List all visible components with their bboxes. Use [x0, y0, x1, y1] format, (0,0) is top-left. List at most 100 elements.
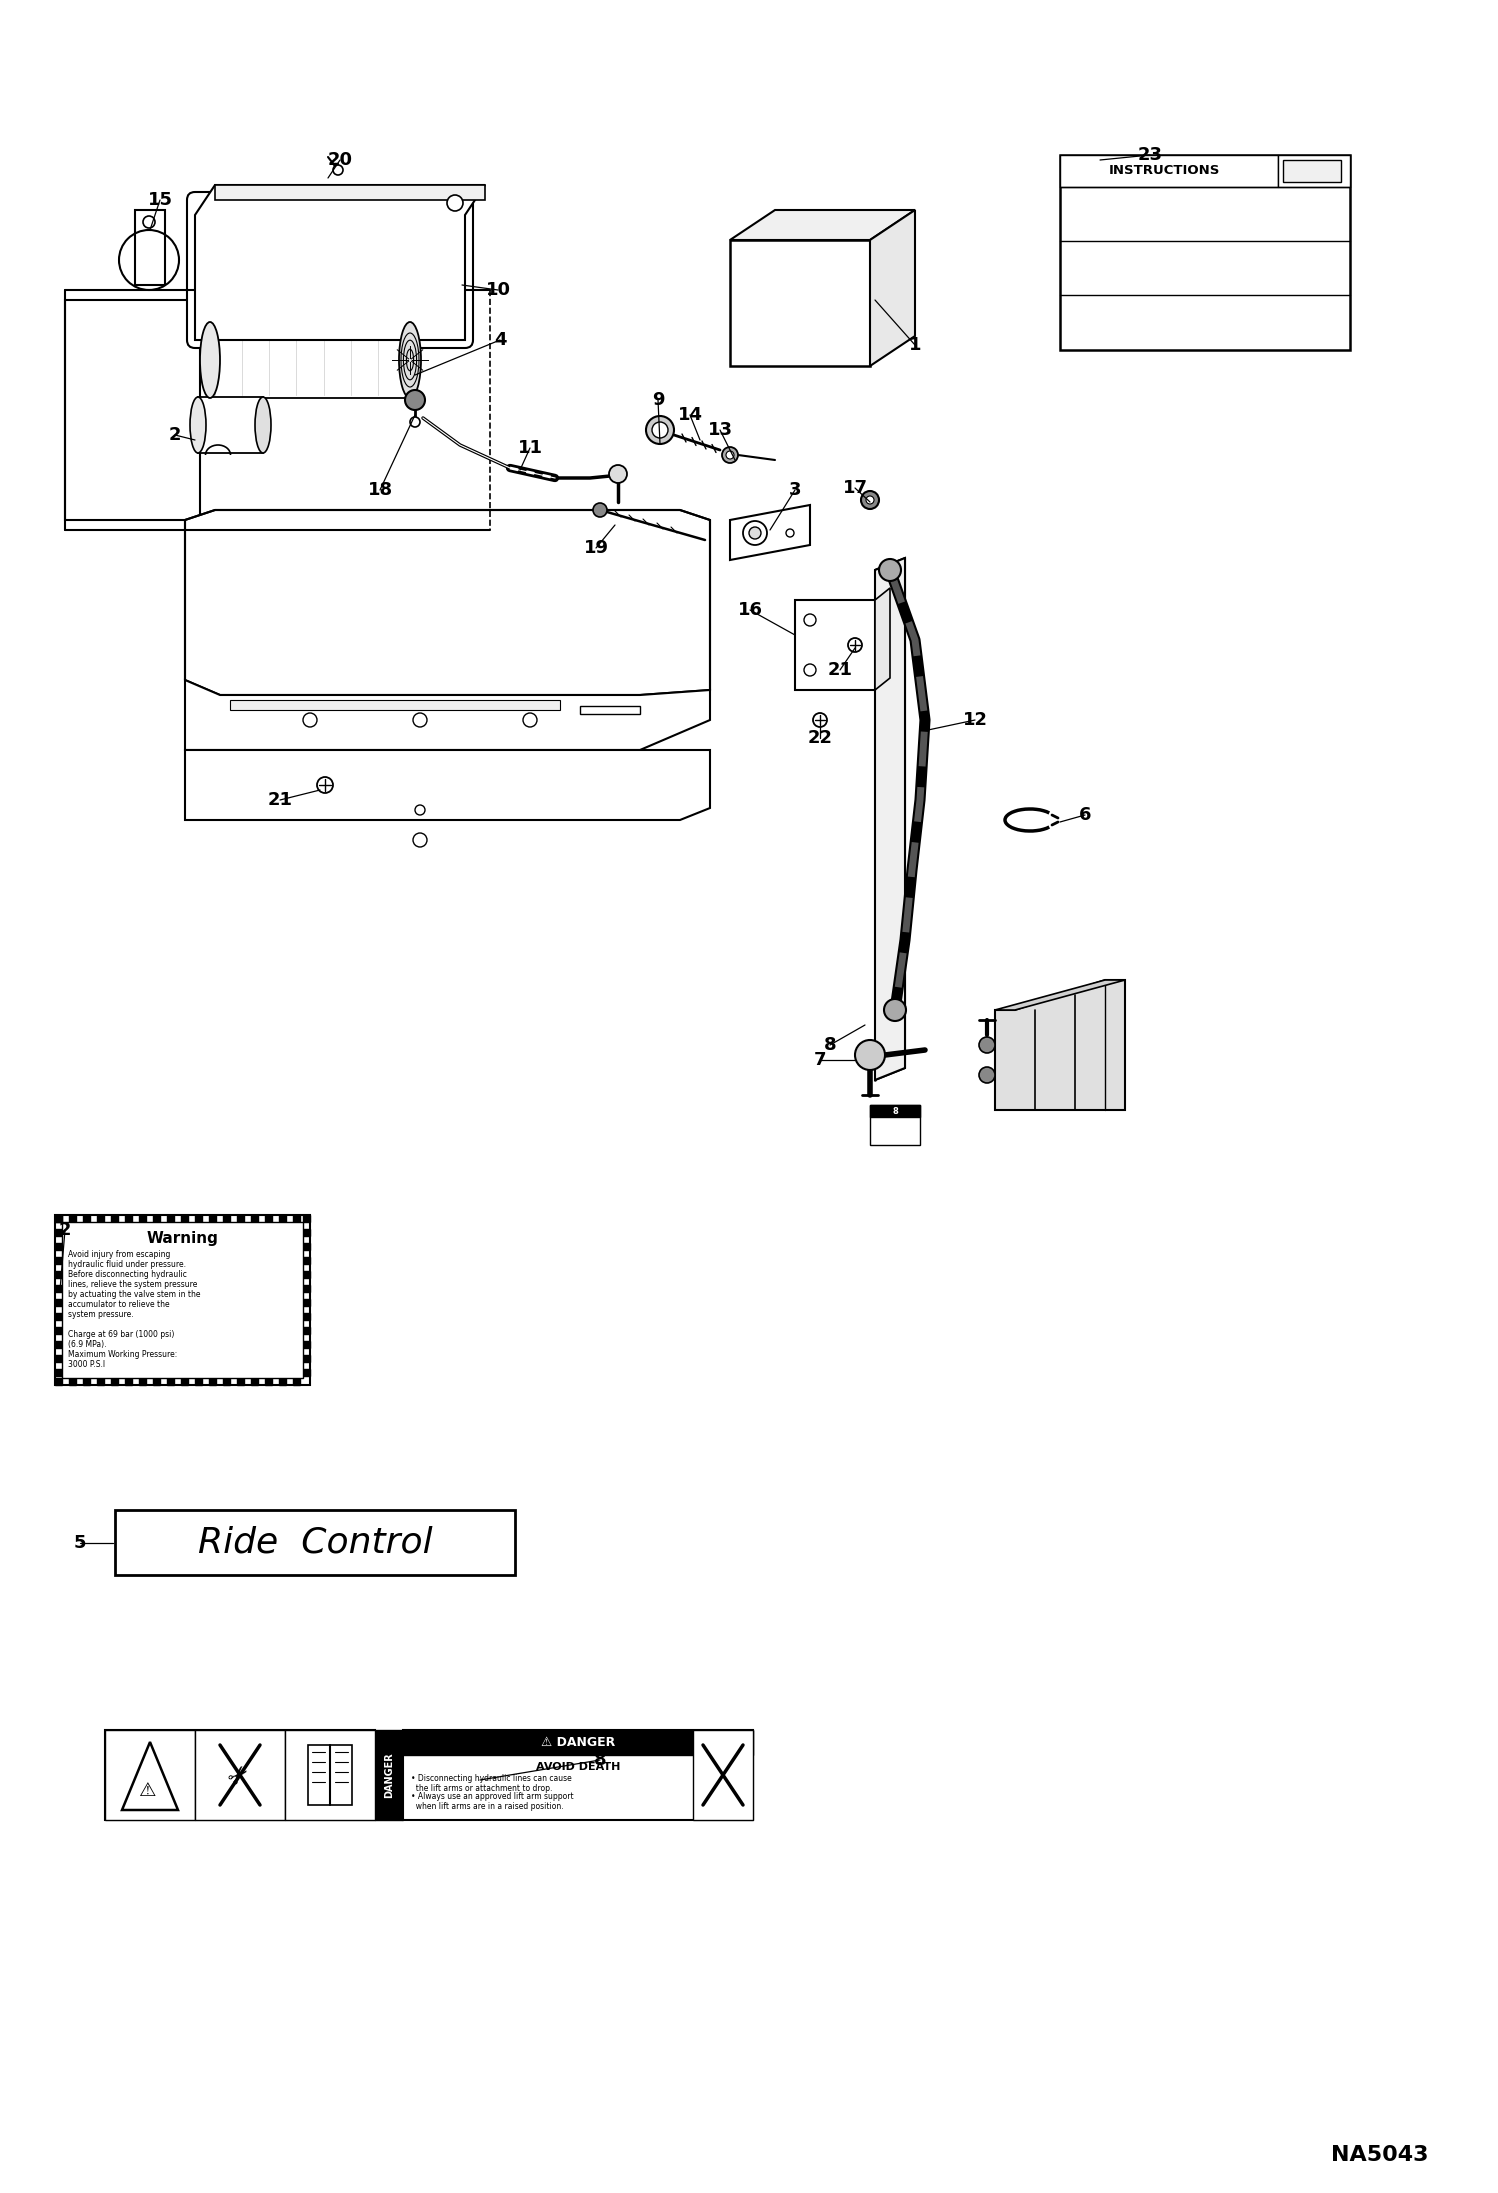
Polygon shape — [135, 211, 165, 285]
Polygon shape — [223, 1215, 231, 1222]
Circle shape — [410, 417, 419, 428]
Polygon shape — [55, 1285, 61, 1292]
Polygon shape — [303, 1314, 310, 1320]
Polygon shape — [294, 1377, 300, 1386]
Polygon shape — [279, 1377, 286, 1386]
Polygon shape — [252, 1377, 258, 1386]
Polygon shape — [303, 1272, 310, 1279]
Polygon shape — [252, 1215, 258, 1222]
Text: 11: 11 — [517, 439, 542, 456]
Polygon shape — [166, 1377, 174, 1386]
Circle shape — [879, 559, 900, 581]
Circle shape — [804, 614, 816, 625]
Text: 23: 23 — [1137, 147, 1162, 164]
Polygon shape — [153, 1215, 160, 1222]
Polygon shape — [995, 980, 1125, 1011]
Text: ✂: ✂ — [225, 1759, 256, 1792]
Polygon shape — [124, 1215, 132, 1222]
Text: 17: 17 — [842, 478, 867, 498]
Text: lines, relieve the system pressure: lines, relieve the system pressure — [67, 1281, 198, 1289]
Polygon shape — [303, 1285, 310, 1292]
Polygon shape — [166, 1215, 174, 1222]
Bar — [198, 397, 264, 454]
Circle shape — [652, 421, 668, 439]
Text: • Always use an approved lift arm support
  when lift arms are in a raised posit: • Always use an approved lift arm suppor… — [410, 1792, 574, 1811]
Polygon shape — [55, 1340, 61, 1349]
Polygon shape — [111, 1215, 118, 1222]
Polygon shape — [139, 1215, 145, 1222]
Circle shape — [884, 1000, 906, 1022]
Text: Charge at 69 bar (1000 psi): Charge at 69 bar (1000 psi) — [67, 1329, 174, 1340]
Text: 10: 10 — [485, 281, 511, 298]
Polygon shape — [195, 1377, 202, 1386]
Bar — [1061, 156, 1350, 351]
Polygon shape — [82, 1215, 90, 1222]
Bar — [309, 1746, 352, 1805]
Polygon shape — [995, 980, 1125, 1110]
Polygon shape — [69, 1377, 76, 1386]
Polygon shape — [111, 1377, 118, 1386]
Circle shape — [303, 713, 318, 728]
Bar — [115, 1511, 515, 1575]
Polygon shape — [55, 1314, 61, 1320]
Text: Avoid injury from escaping: Avoid injury from escaping — [67, 1250, 171, 1259]
Text: 2: 2 — [169, 425, 181, 443]
Polygon shape — [223, 1377, 231, 1386]
Text: 9: 9 — [652, 390, 664, 410]
Text: 4: 4 — [494, 331, 506, 349]
Text: Maximum Working Pressure:: Maximum Working Pressure: — [67, 1351, 177, 1360]
Circle shape — [646, 417, 674, 443]
Text: 21: 21 — [268, 792, 292, 809]
Bar — [795, 601, 875, 691]
Text: ⚠ DANGER: ⚠ DANGER — [541, 1735, 616, 1748]
Circle shape — [727, 452, 734, 458]
Circle shape — [743, 522, 767, 546]
Text: • Disconnecting hydraulic lines can cause
  the lift arms or attachment to drop.: • Disconnecting hydraulic lines can caus… — [410, 1774, 572, 1794]
Polygon shape — [216, 184, 485, 200]
Polygon shape — [55, 1377, 61, 1386]
Text: 8: 8 — [824, 1035, 836, 1055]
Bar — [61, 1222, 303, 1377]
Circle shape — [446, 195, 463, 211]
Polygon shape — [303, 1355, 310, 1362]
Bar — [403, 1730, 753, 1754]
FancyBboxPatch shape — [187, 193, 473, 349]
Polygon shape — [55, 1298, 61, 1307]
Text: 19: 19 — [584, 539, 608, 557]
Circle shape — [593, 502, 607, 518]
Ellipse shape — [398, 322, 421, 397]
Bar — [1284, 160, 1341, 182]
Polygon shape — [181, 1215, 189, 1222]
Bar — [285, 1730, 374, 1820]
Circle shape — [749, 526, 761, 539]
Polygon shape — [237, 1377, 244, 1386]
Polygon shape — [870, 211, 915, 366]
Text: 1: 1 — [909, 336, 921, 353]
Polygon shape — [303, 1257, 310, 1263]
Circle shape — [786, 529, 794, 537]
Polygon shape — [294, 1215, 300, 1222]
Polygon shape — [580, 706, 640, 715]
Polygon shape — [231, 700, 560, 711]
Polygon shape — [279, 1215, 286, 1222]
Polygon shape — [55, 1228, 61, 1237]
Text: by actuating the valve stem in the: by actuating the valve stem in the — [67, 1289, 201, 1298]
Text: 2: 2 — [58, 1222, 72, 1239]
Polygon shape — [303, 1368, 310, 1375]
Polygon shape — [153, 1377, 160, 1386]
Polygon shape — [303, 1340, 310, 1349]
Text: accumulator to relieve the: accumulator to relieve the — [67, 1300, 169, 1309]
Text: ⚠: ⚠ — [139, 1781, 157, 1800]
Polygon shape — [184, 750, 710, 820]
Ellipse shape — [190, 397, 207, 454]
Polygon shape — [303, 1243, 310, 1250]
Circle shape — [318, 776, 333, 794]
Text: 22: 22 — [807, 728, 833, 748]
Circle shape — [804, 664, 816, 675]
Polygon shape — [875, 557, 905, 1079]
Circle shape — [855, 1039, 885, 1070]
Polygon shape — [184, 511, 710, 695]
Polygon shape — [195, 184, 485, 340]
Polygon shape — [265, 1215, 273, 1222]
Bar — [55, 1215, 310, 1386]
